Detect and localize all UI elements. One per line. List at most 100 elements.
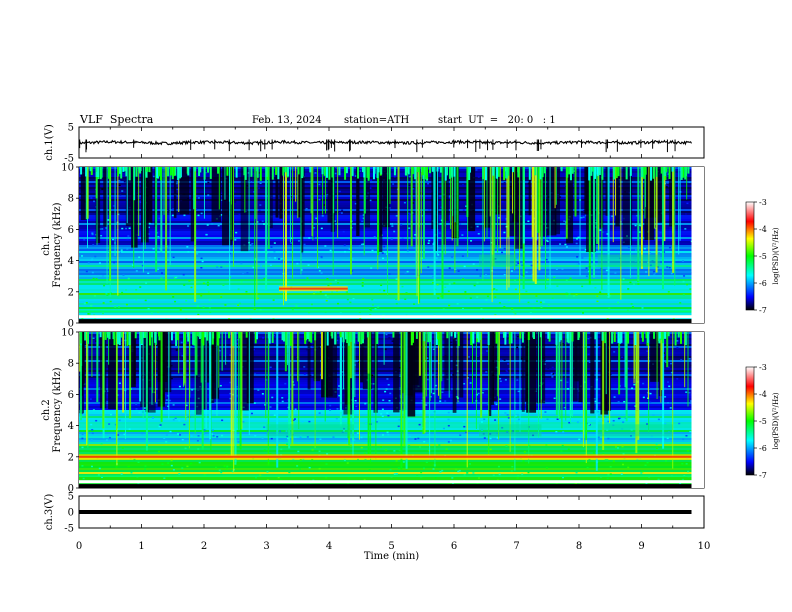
ch1-speckle xyxy=(395,298,398,300)
ch2-ylabel-line: ch.2 xyxy=(41,399,52,421)
ch1-sferic xyxy=(155,167,158,272)
ch1-speckle xyxy=(309,181,312,184)
ch1-speckle xyxy=(197,197,200,199)
ch1-speckle xyxy=(369,187,372,189)
ch1-speckle xyxy=(584,248,587,251)
ch2-top-fringe xyxy=(87,332,90,344)
ch2-speckle xyxy=(385,388,388,390)
ch2-speckle xyxy=(360,436,363,439)
ch2-speckle xyxy=(172,469,175,471)
ch1-speckle xyxy=(150,312,153,315)
ch2-freq-band xyxy=(79,424,692,426)
ch1-speckle xyxy=(202,172,205,175)
ch1-sferic xyxy=(160,167,163,253)
ch2-speckle xyxy=(504,379,507,381)
ch1-speckle xyxy=(175,182,178,185)
ch1-top-fringe xyxy=(680,167,683,180)
ch1-speckle xyxy=(383,289,386,292)
ch2-top-fringe xyxy=(362,332,365,340)
ch2-speckle xyxy=(477,392,480,395)
ch2-dark-patch xyxy=(327,332,338,398)
ch2-top-fringe xyxy=(454,332,457,338)
ch1-speckle xyxy=(476,225,479,228)
ch1-speckle xyxy=(569,277,572,280)
ch2-speckle xyxy=(229,392,232,395)
ch1-speckle xyxy=(216,266,219,268)
ch2-speckle xyxy=(231,393,234,396)
ch2-speckle xyxy=(686,470,689,473)
ch2-speckle xyxy=(180,350,183,353)
ch2-freq-band xyxy=(79,346,692,348)
ch1-sferic xyxy=(506,167,508,291)
ch1-speckle xyxy=(462,184,465,186)
ch2-speckle xyxy=(667,431,670,433)
ch1-freq-band xyxy=(79,245,692,247)
ch2-speckle xyxy=(547,367,550,369)
ch1-sferic xyxy=(165,167,168,291)
ch1-speckle xyxy=(494,296,497,298)
ch2-sferic xyxy=(471,332,473,404)
ch1-dark-patch xyxy=(103,167,108,227)
ch2-sferic xyxy=(662,332,665,449)
ch2-sferic xyxy=(647,332,649,399)
ch2-sferic xyxy=(221,332,223,371)
ch3-waveform-panel: 50-5ch.3(V) xyxy=(44,492,705,535)
ch2-sferic xyxy=(403,332,406,447)
ch2-freq-band xyxy=(79,404,692,406)
ch2-speckle xyxy=(622,463,625,466)
ch2-sferic xyxy=(268,332,270,424)
ch2-speckle xyxy=(386,431,389,434)
ch2-speckle xyxy=(666,437,669,440)
ch1-speckle xyxy=(105,293,108,295)
ch1-speckle xyxy=(556,285,559,287)
ch2-speckle xyxy=(481,392,484,394)
ch1-sferic xyxy=(248,167,250,251)
ch2-sferic xyxy=(216,332,218,416)
ch2-speckle xyxy=(504,412,507,414)
ch2-freq-band xyxy=(79,332,692,334)
ch2-speckle xyxy=(181,467,184,469)
ch2-top-fringe xyxy=(289,332,292,346)
ch1-sferic xyxy=(420,167,422,274)
ch1-speckle xyxy=(342,230,345,233)
ch2-speckle xyxy=(438,361,441,364)
ch2-freq-band xyxy=(79,416,692,418)
ch1-lf-band xyxy=(79,315,692,319)
x-axis-label: Time (min) xyxy=(364,551,419,562)
ch1-speckle xyxy=(121,190,124,192)
ch1-speckle xyxy=(166,208,169,211)
x-tick-label: 8 xyxy=(576,541,582,552)
ch2-speckle xyxy=(163,437,166,439)
ch1-speckle xyxy=(313,236,316,239)
ch2-speckle xyxy=(521,473,524,476)
ch1-sferic xyxy=(312,167,314,241)
ch1-speckle xyxy=(498,217,501,219)
ch1-dark-patch xyxy=(379,167,382,237)
ch2-speckle xyxy=(689,374,692,377)
ch2-freq-band xyxy=(79,396,692,398)
ch2-speckle xyxy=(667,381,670,383)
ch2-speckle xyxy=(152,417,155,419)
ch2-speckle xyxy=(253,402,256,404)
ch2-sferic xyxy=(96,332,99,403)
ch2-sferic xyxy=(528,332,530,464)
ch2-speckle xyxy=(290,421,293,424)
ch2-speckle xyxy=(617,417,620,420)
ch2-top-fringe xyxy=(611,332,614,344)
ch1-speckle xyxy=(334,279,337,282)
ch2-top-fringe xyxy=(594,332,597,340)
ch2-speckle xyxy=(676,347,679,349)
ch2-top-fringe xyxy=(140,332,143,340)
ch2-freq-band xyxy=(79,382,692,384)
ch1-top-fringe xyxy=(139,167,142,174)
ch2-sferic xyxy=(297,332,299,382)
ch2-speckle xyxy=(512,430,515,432)
ch2-dark-patch xyxy=(459,332,464,398)
ch2-speckle xyxy=(485,350,488,352)
ch1-speckle xyxy=(202,197,205,199)
ch2-freq-band xyxy=(79,440,692,442)
ch2-top-fringe xyxy=(245,332,248,338)
ch1-top-fringe xyxy=(444,167,447,181)
ch1-speckle xyxy=(461,234,464,236)
ch2-top-fringe xyxy=(149,332,152,346)
